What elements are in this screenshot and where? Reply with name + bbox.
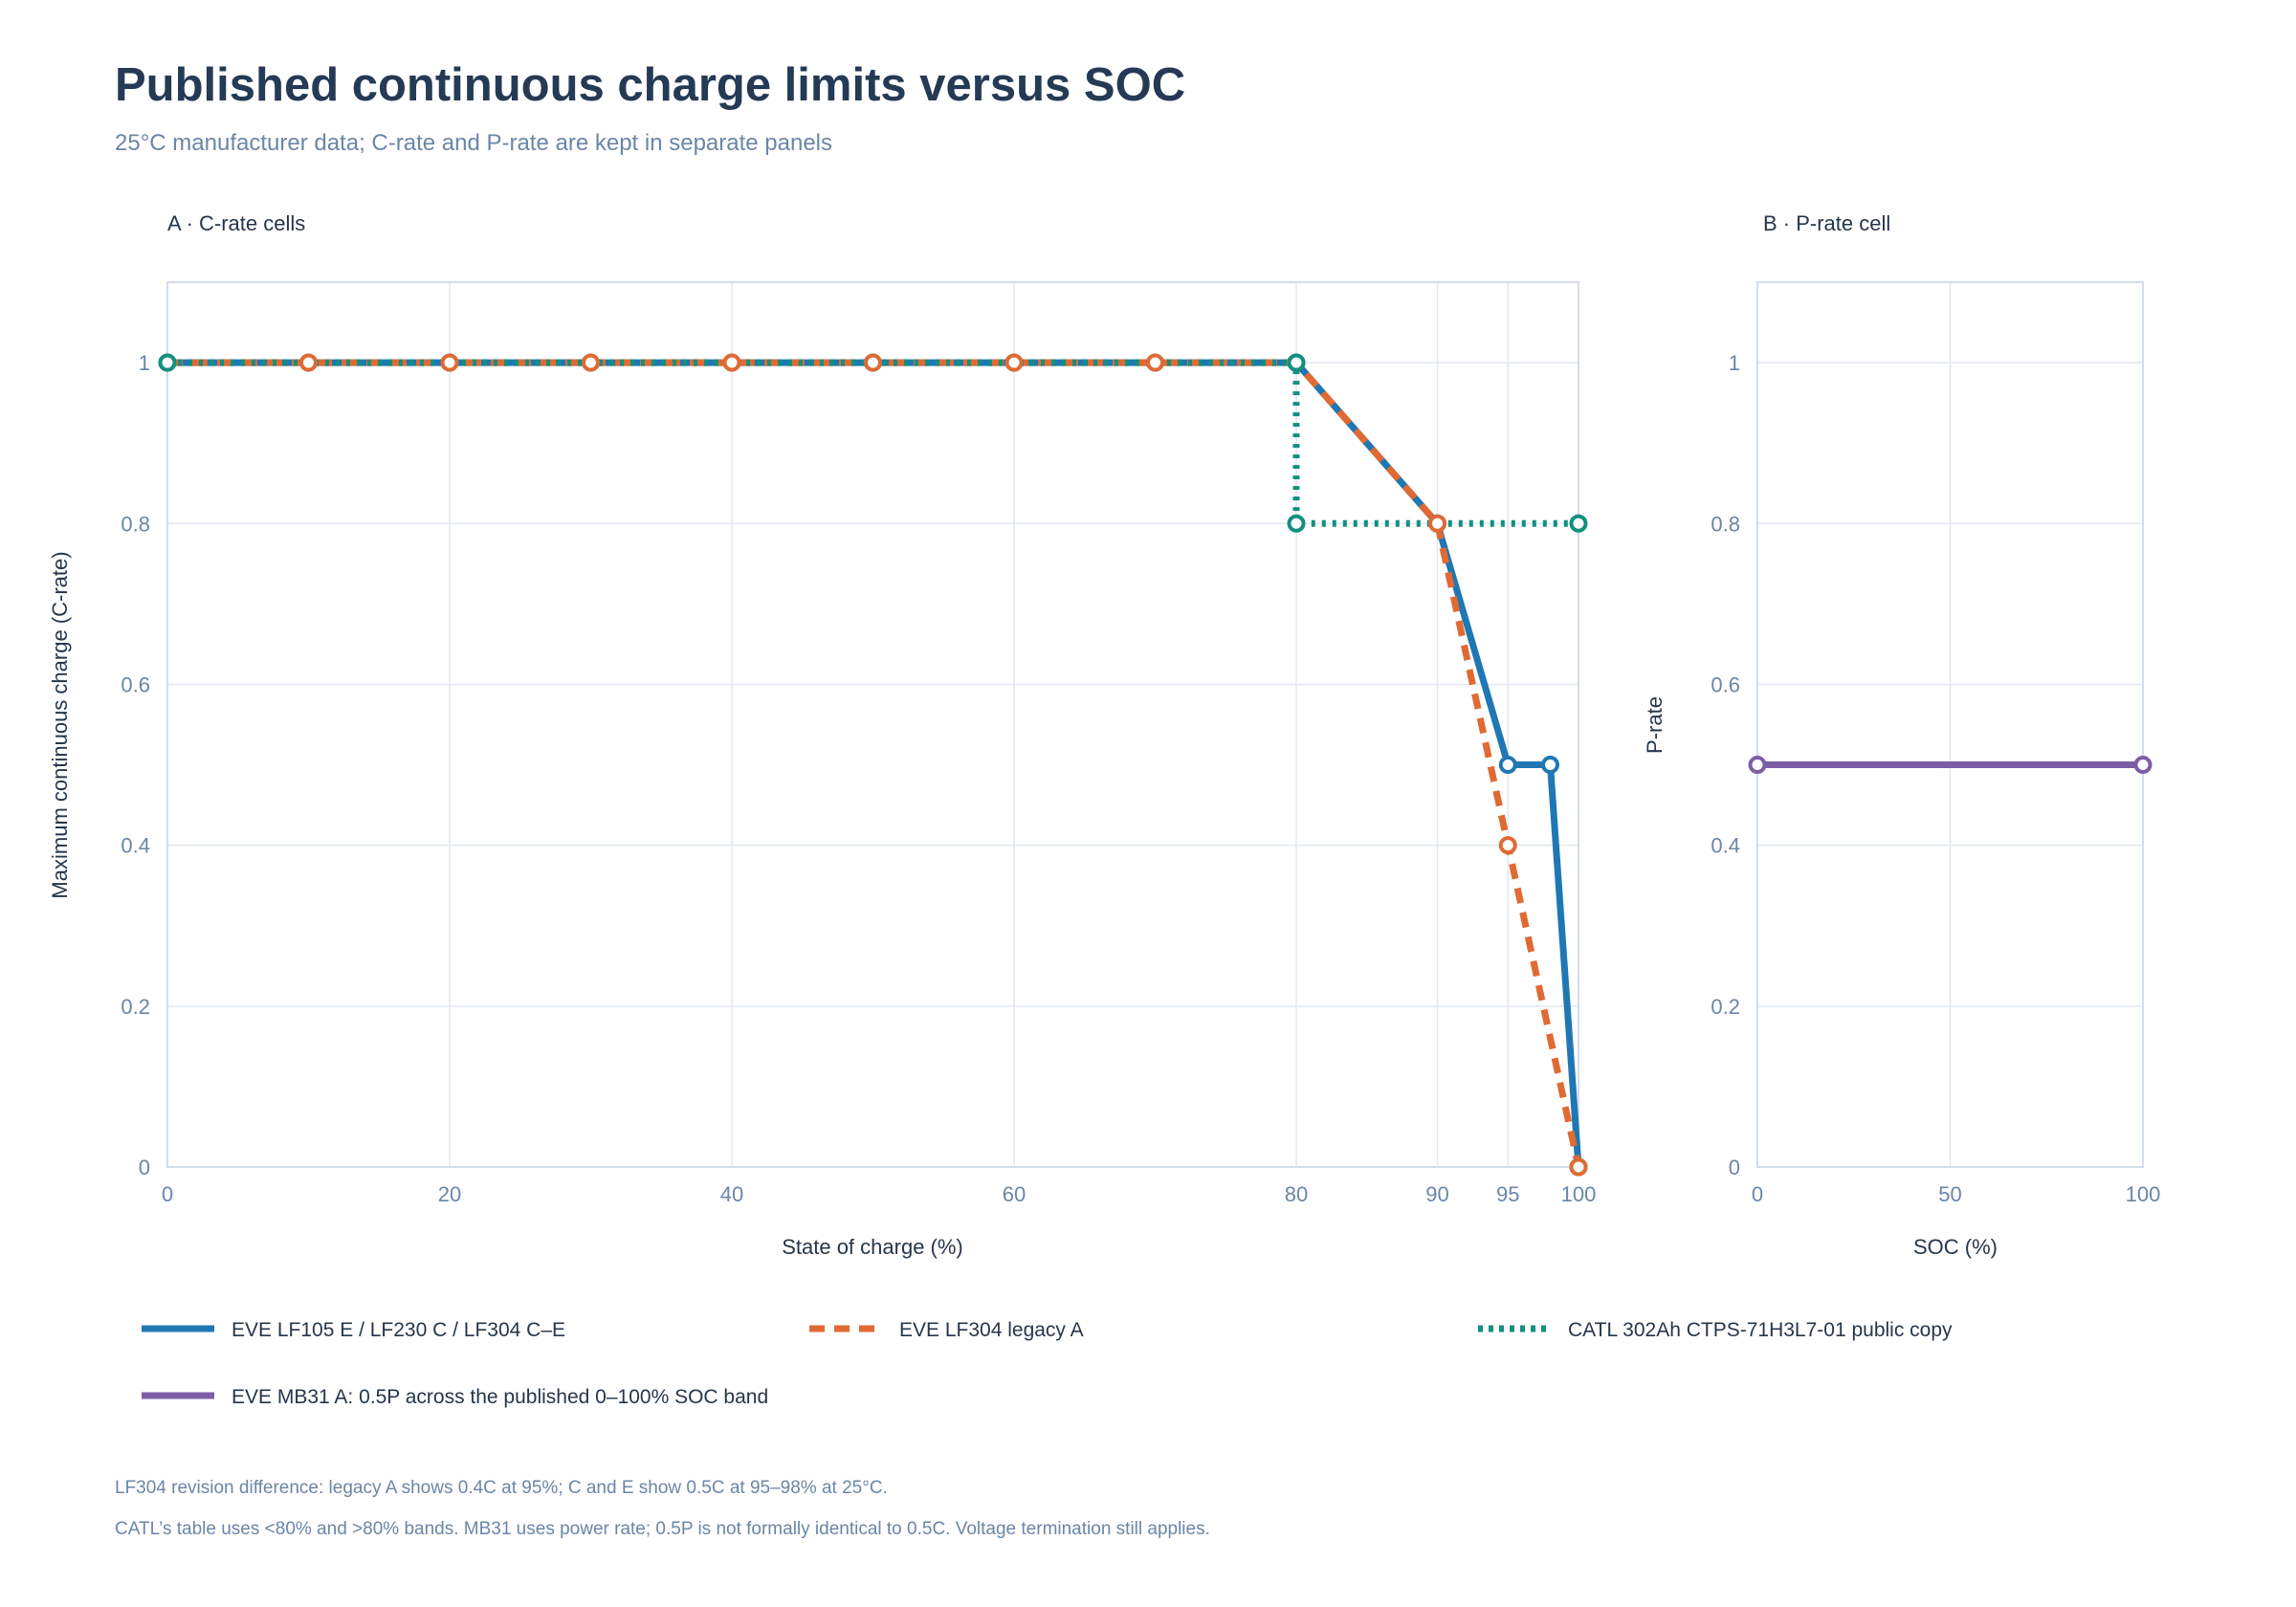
panel-b-y-tick-label: 0.2 — [1711, 995, 1740, 1019]
panel-a-x-axis-label: State of charge (%) — [782, 1235, 963, 1259]
data-point-a-2 — [158, 353, 177, 372]
panel-a-y-tick-label: 0.2 — [121, 995, 150, 1019]
data-point-a-1 — [1428, 514, 1446, 533]
data-point-a-1 — [1498, 836, 1517, 855]
legend-item: CATL 302Ah CTPS-71H3L7-01 public copy — [1478, 1319, 1953, 1341]
panel-b: B · P-rate cell 0 50 100 0 0.2 0.4 0.6 0.8 1 SOC… — [1643, 211, 2160, 1259]
panel-a-y-tick-label: 1 — [139, 351, 150, 375]
panel-a-series — [158, 353, 1588, 1177]
panel-a-y-tick-label: 0.8 — [121, 512, 150, 536]
panel-b-title: B · P-rate cell — [1763, 211, 1890, 235]
panel-a-x-tick-label: 90 — [1425, 1182, 1448, 1206]
legend-label: EVE LF105 E / LF230 C / LF304 C–E — [232, 1319, 565, 1341]
data-point-a-1 — [864, 353, 882, 372]
series-line-a-0 — [167, 359, 1582, 1168]
legend-label: EVE MB31 A: 0.5P across the published 0–… — [232, 1386, 768, 1408]
data-point-a-2 — [1287, 514, 1306, 533]
panel-a-y-tick-label: 0.6 — [121, 672, 150, 696]
panel-a-x-tick-label: 95 — [1496, 1182, 1519, 1206]
legend-item: EVE LF304 legacy A — [809, 1319, 1084, 1341]
data-point-a-0 — [1541, 756, 1559, 775]
panel-b-ticks: 0 50 100 0 0.2 0.4 0.6 0.8 1 — [1711, 351, 2160, 1206]
data-point-b-0 — [1748, 756, 1767, 775]
panel-a-y-tick-label: 0 — [139, 1156, 150, 1179]
panel-b-x-tick-label: 0 — [1752, 1182, 1763, 1206]
panel-b-grid — [1756, 281, 2144, 1168]
footnote-1: LF304 revision difference: legacy A show… — [115, 1478, 888, 1498]
panel-b-x-tick-label: 100 — [2126, 1182, 2161, 1206]
data-point-b-0 — [2133, 756, 2152, 775]
data-point-a-0 — [1498, 756, 1517, 775]
panel-b-y-tick-label: 0.6 — [1711, 672, 1740, 696]
panel-b-x-axis-label: SOC (%) — [1913, 1235, 1998, 1259]
data-point-a-1 — [1569, 1157, 1588, 1177]
panel-b-y-tick-label: 0.4 — [1711, 834, 1740, 858]
panel-a-x-tick-label: 80 — [1285, 1182, 1308, 1206]
legend-label: CATL 302Ah CTPS-71H3L7-01 public copy — [1568, 1319, 1953, 1341]
legend-label: EVE LF304 legacy A — [899, 1319, 1084, 1341]
panel-b-x-tick-label: 50 — [1938, 1182, 1961, 1206]
data-point-a-1 — [440, 353, 459, 372]
legend: EVE LF105 E / LF230 C / LF304 C–E EVE LF3… — [142, 1319, 1953, 1408]
panel-b-y-tick-label: 1 — [1729, 351, 1740, 375]
panel-a-y-tick-label: 0.4 — [121, 834, 150, 858]
panel-a-x-tick-label: 60 — [1003, 1182, 1026, 1206]
panel-b-y-axis-label: P-rate — [1643, 696, 1667, 754]
footnote-2: CATL’s table uses <80% and >80% bands. M… — [115, 1519, 1210, 1539]
panel-a-ticks: 0 20 40 60 80 90 95 100 0 0.2 0.4 0.6 0.8 1 — [121, 351, 1596, 1206]
data-point-a-1 — [299, 353, 318, 372]
panel-a: A · C-rate cells 0 20 40 60 80 90 95 100 0 0.2 0.4… — [48, 211, 1596, 1259]
panel-a-x-tick-label: 0 — [162, 1182, 173, 1206]
panel-b-plot-frame — [1756, 281, 2144, 1168]
panel-a-x-tick-label: 20 — [438, 1182, 461, 1206]
data-point-a-2 — [1287, 353, 1306, 372]
chart-title: Published continuous charge limits versu… — [115, 59, 1185, 111]
data-point-a-1 — [1004, 353, 1024, 372]
data-point-a-1 — [1146, 353, 1164, 372]
panel-b-y-tick-label: 0 — [1729, 1156, 1740, 1179]
data-point-a-2 — [1569, 514, 1588, 533]
data-point-a-1 — [722, 353, 741, 372]
legend-item: EVE LF105 E / LF230 C / LF304 C–E — [142, 1319, 565, 1341]
legend-item: EVE MB31 A: 0.5P across the published 0–… — [142, 1386, 768, 1408]
panel-a-x-tick-label: 40 — [720, 1182, 743, 1206]
panel-a-title: A · C-rate cells — [167, 211, 305, 235]
panel-a-plot-frame — [166, 281, 1579, 1168]
panel-a-x-tick-label: 100 — [1561, 1182, 1597, 1206]
data-point-a-1 — [582, 353, 600, 372]
chart-subtitle: 25°C manufacturer data; C-rate and P-rat… — [115, 130, 832, 156]
panel-a-grid — [166, 281, 1579, 1168]
series-line-a-1 — [167, 359, 1582, 1168]
panel-a-y-axis-label: Maximum continuous charge (C-rate) — [48, 551, 72, 898]
panel-b-series — [1748, 756, 2152, 775]
panel-b-y-tick-label: 0.8 — [1711, 512, 1740, 536]
